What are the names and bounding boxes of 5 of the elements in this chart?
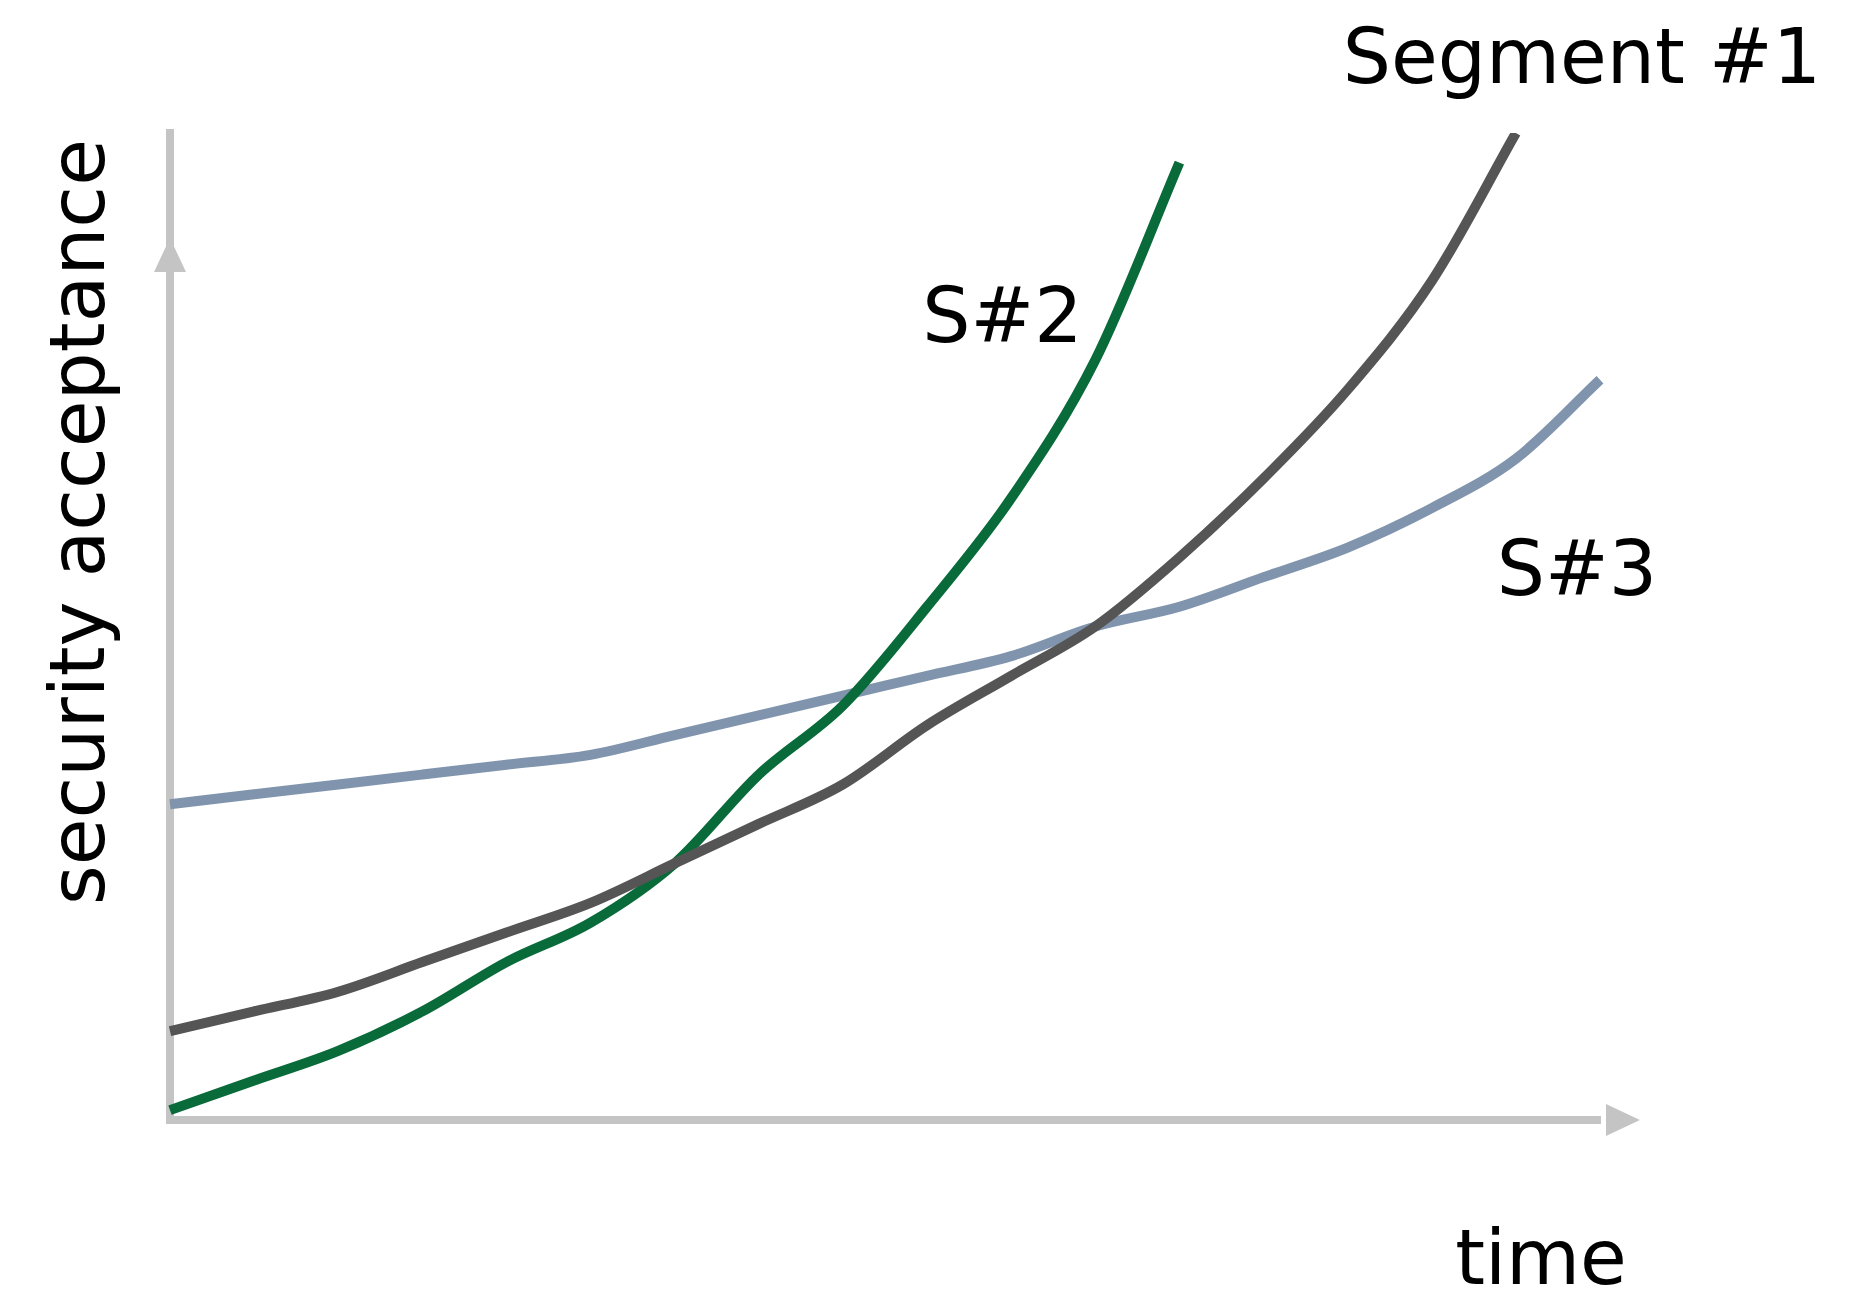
series-label: S#2 <box>922 271 1083 361</box>
y-axis-title: security acceptance <box>32 139 122 905</box>
series-label: Segment #1 <box>1342 11 1821 101</box>
series-label: S#3 <box>1496 523 1658 613</box>
x-axis-title: time <box>1455 1212 1627 1291</box>
